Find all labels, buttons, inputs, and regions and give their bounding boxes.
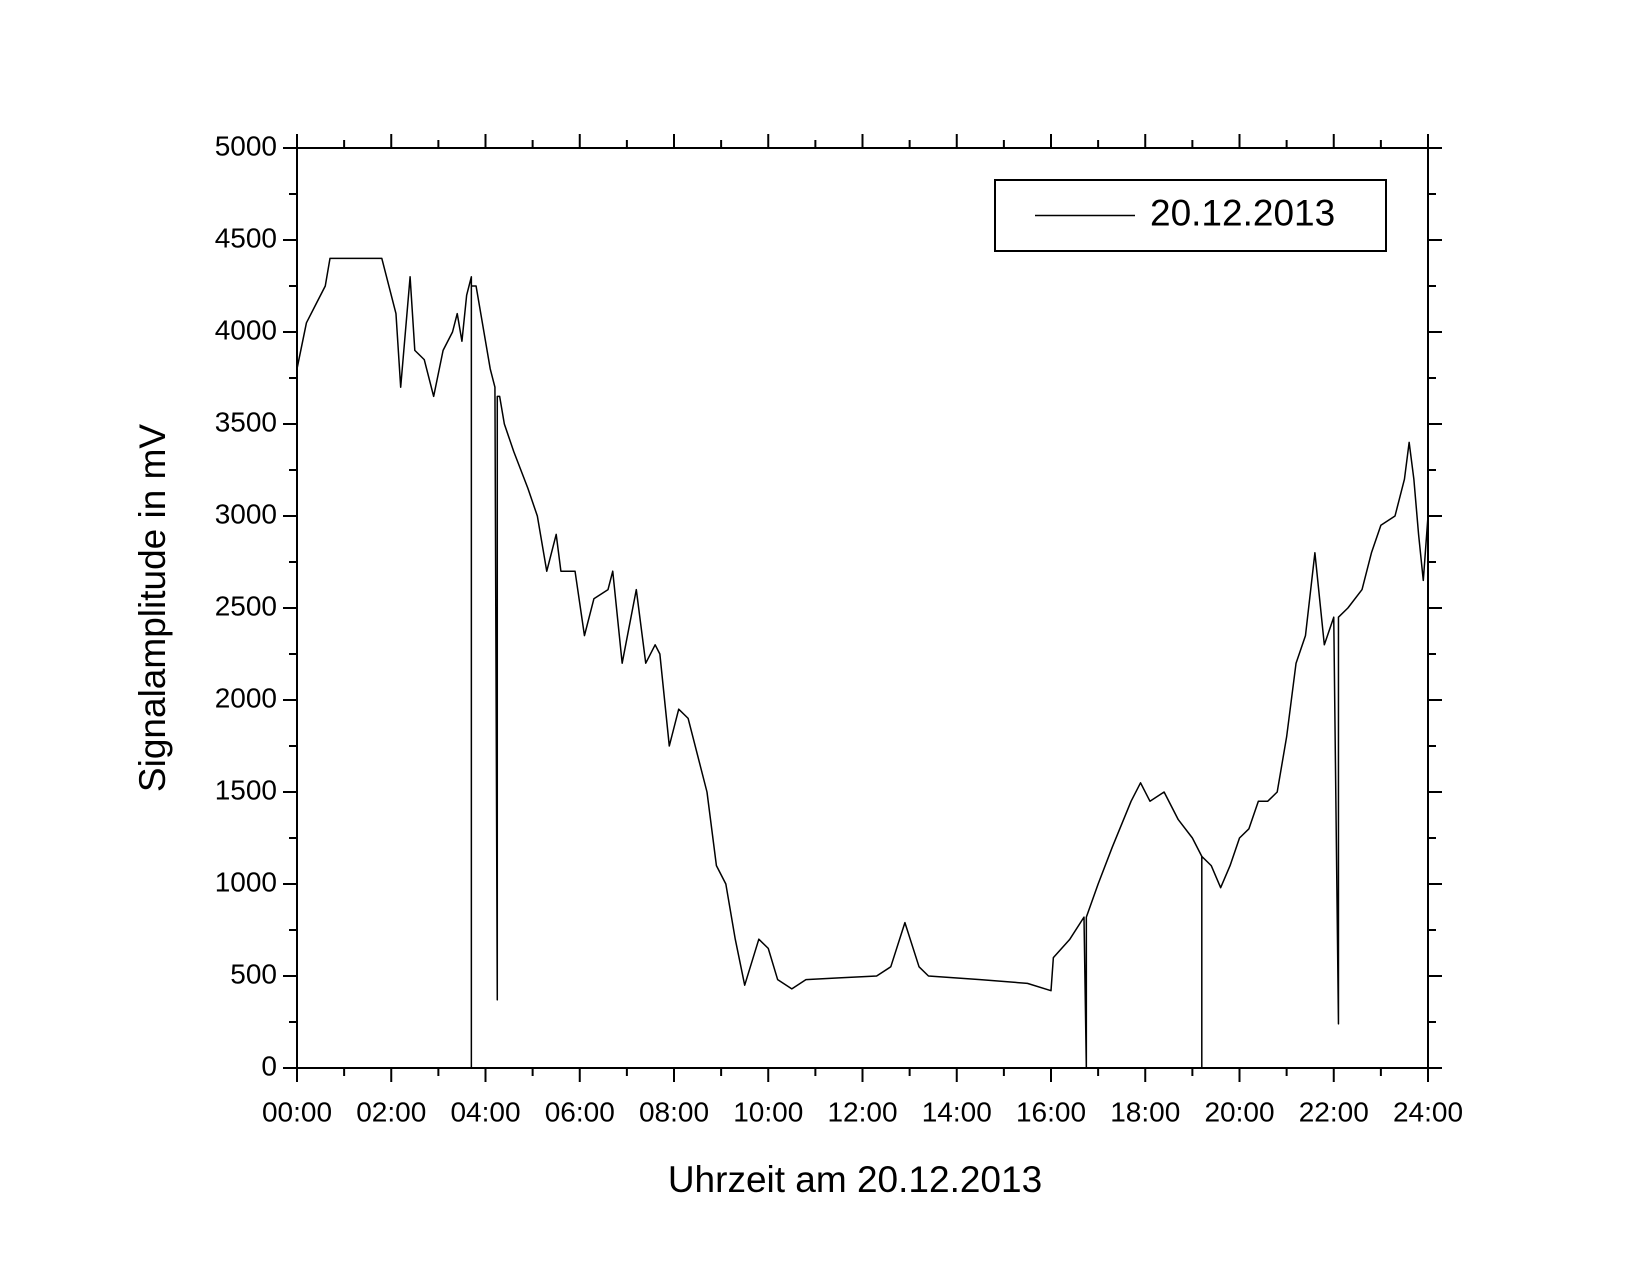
x-tick-label: 18:00 — [1110, 1096, 1180, 1127]
y-tick-label: 0 — [261, 1050, 277, 1081]
legend-box — [994, 179, 1387, 252]
y-tick-label: 3500 — [215, 406, 277, 437]
y-tick-label: 2500 — [215, 590, 277, 621]
x-tick-label: 06:00 — [545, 1096, 615, 1127]
y-tick-label: 3000 — [215, 498, 277, 529]
legend-label: 20.12.2013 — [1150, 192, 1335, 233]
x-tick-label: 24:00 — [1393, 1096, 1463, 1127]
x-axis-label: Uhrzeit am 20.12.2013 — [668, 1159, 1042, 1200]
x-tick-label: 22:00 — [1299, 1096, 1369, 1127]
y-tick-label: 500 — [230, 958, 277, 989]
x-tick-label: 00:00 — [262, 1096, 332, 1127]
x-tick-label: 20:00 — [1204, 1096, 1274, 1127]
x-tick-label: 12:00 — [827, 1096, 897, 1127]
y-tick-label: 4500 — [215, 222, 277, 253]
y-tick-label: 5000 — [215, 130, 277, 161]
y-axis-label: Signalamplitude in mV — [132, 424, 173, 792]
x-tick-label: 02:00 — [356, 1096, 426, 1127]
x-tick-label: 08:00 — [639, 1096, 709, 1127]
data-line — [296, 257, 1429, 1069]
y-tick-label: 1500 — [215, 774, 277, 805]
y-tick-label: 4000 — [215, 314, 277, 345]
x-tick-label: 16:00 — [1016, 1096, 1086, 1127]
y-tick-label: 1000 — [215, 866, 277, 897]
y-tick-label: 2000 — [215, 682, 277, 713]
x-tick-label: 04:00 — [450, 1096, 520, 1127]
plot-frame — [296, 147, 1429, 1069]
x-tick-label: 14:00 — [922, 1096, 992, 1127]
x-tick-label: 10:00 — [733, 1096, 803, 1127]
